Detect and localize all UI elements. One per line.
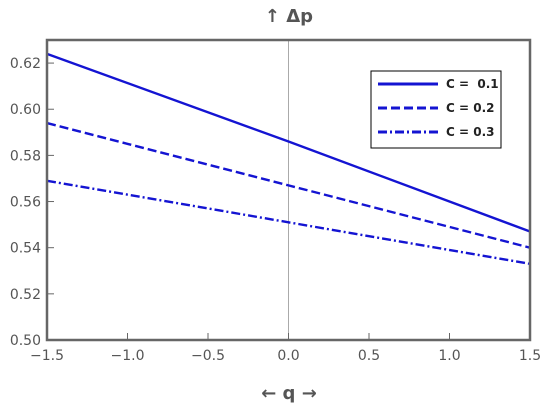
plot-frame bbox=[45, 38, 532, 342]
x-tick-label: −1.5 bbox=[30, 348, 64, 364]
legend-label-1: C = 0.1 bbox=[446, 77, 499, 91]
y-tick-label: 0.50 bbox=[10, 333, 41, 349]
x-tick-label: −1.0 bbox=[111, 348, 145, 364]
y-tick-label: 0.58 bbox=[10, 148, 41, 164]
x-tick-label: 0.5 bbox=[358, 348, 380, 364]
x-axis-ticks: −1.5 −1.0 −0.5 0.0 0.5 1.0 1.5 bbox=[30, 333, 541, 364]
x-axis-title: ← q → bbox=[261, 383, 317, 404]
x-tick-label: −0.5 bbox=[191, 348, 225, 364]
y-axis-title: ↑ Δp bbox=[265, 6, 313, 27]
y-tick-label: 0.52 bbox=[10, 287, 41, 303]
y-tick-label: 0.62 bbox=[10, 56, 41, 72]
y-axis-ticks: 0.50 0.52 0.54 0.56 0.58 0.60 0.62 bbox=[10, 56, 54, 349]
legend-label-3: C = 0.3 bbox=[446, 125, 494, 139]
y-tick-label: 0.54 bbox=[10, 241, 41, 257]
legend: C = 0.1 C = 0.2 C = 0.3 bbox=[370, 70, 502, 149]
series-line-1 bbox=[46, 52, 531, 233]
legend-label-2: C = 0.2 bbox=[446, 101, 494, 115]
series-line-2 bbox=[46, 121, 531, 249]
x-tick-label: 0.0 bbox=[277, 348, 299, 364]
y-tick-label: 0.56 bbox=[10, 195, 41, 211]
y-tick-label: 0.60 bbox=[10, 102, 41, 118]
x-tick-label: 1.0 bbox=[438, 348, 460, 364]
x-tick-label: 1.5 bbox=[519, 348, 541, 364]
series-lines bbox=[46, 52, 531, 266]
series-line-3 bbox=[46, 179, 531, 266]
